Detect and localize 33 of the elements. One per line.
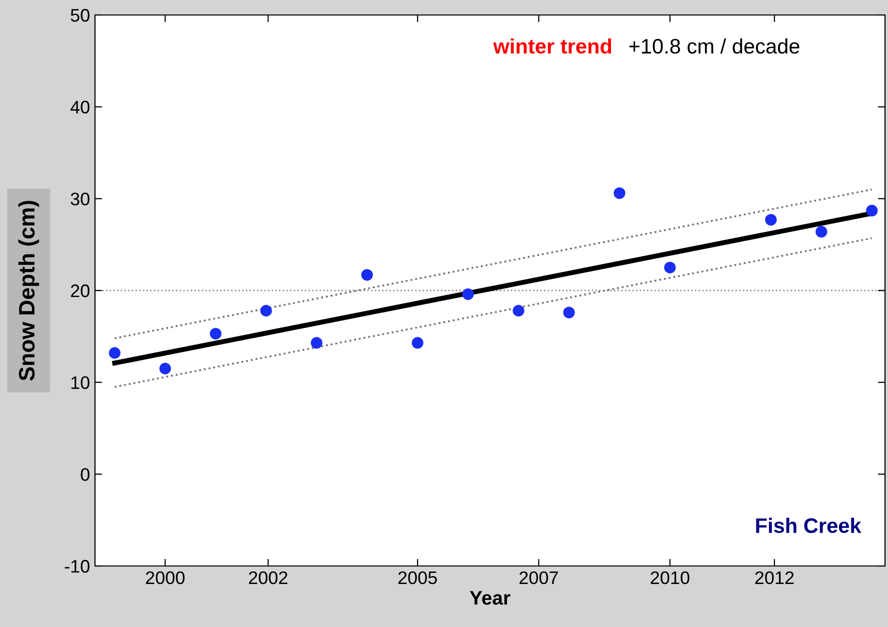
point: [462, 288, 474, 300]
point: [664, 262, 676, 274]
point: [512, 304, 524, 317]
point: [210, 328, 222, 340]
point: [260, 304, 272, 317]
x-tick-label: 2000: [146, 571, 185, 584]
point: [563, 306, 575, 318]
point: [361, 269, 373, 281]
point: [108, 347, 120, 359]
x-axis-title: Year: [470, 591, 510, 605]
point: [816, 226, 828, 238]
point: [866, 204, 878, 216]
point: [765, 214, 777, 226]
y-tick-label: 50: [70, 8, 90, 22]
y-tick-label: 30: [70, 192, 90, 206]
x-tick-label: 2012: [755, 571, 794, 584]
y-tick-label: 20: [70, 284, 90, 298]
point: [310, 337, 322, 349]
annotation: Fish Creek: [756, 518, 862, 534]
annotation: +10.8 cm / decade: [629, 38, 800, 54]
point: [159, 362, 171, 374]
point: [412, 337, 424, 349]
annotation: winter trend: [493, 38, 612, 54]
y-tick-label: -10: [64, 560, 90, 573]
y-tick-label: 40: [70, 100, 90, 114]
x-tick-label: 2010: [650, 571, 690, 584]
point: [614, 187, 626, 199]
x-tick-label: 2002: [248, 571, 288, 584]
y-tick-label: 0: [80, 468, 90, 481]
x-tick-label: 2005: [398, 571, 437, 584]
x-tick-label: 2007: [520, 571, 558, 584]
y-tick-label: 10: [71, 376, 90, 390]
y-axis-title: Snow Depth (cm): [18, 200, 40, 381]
